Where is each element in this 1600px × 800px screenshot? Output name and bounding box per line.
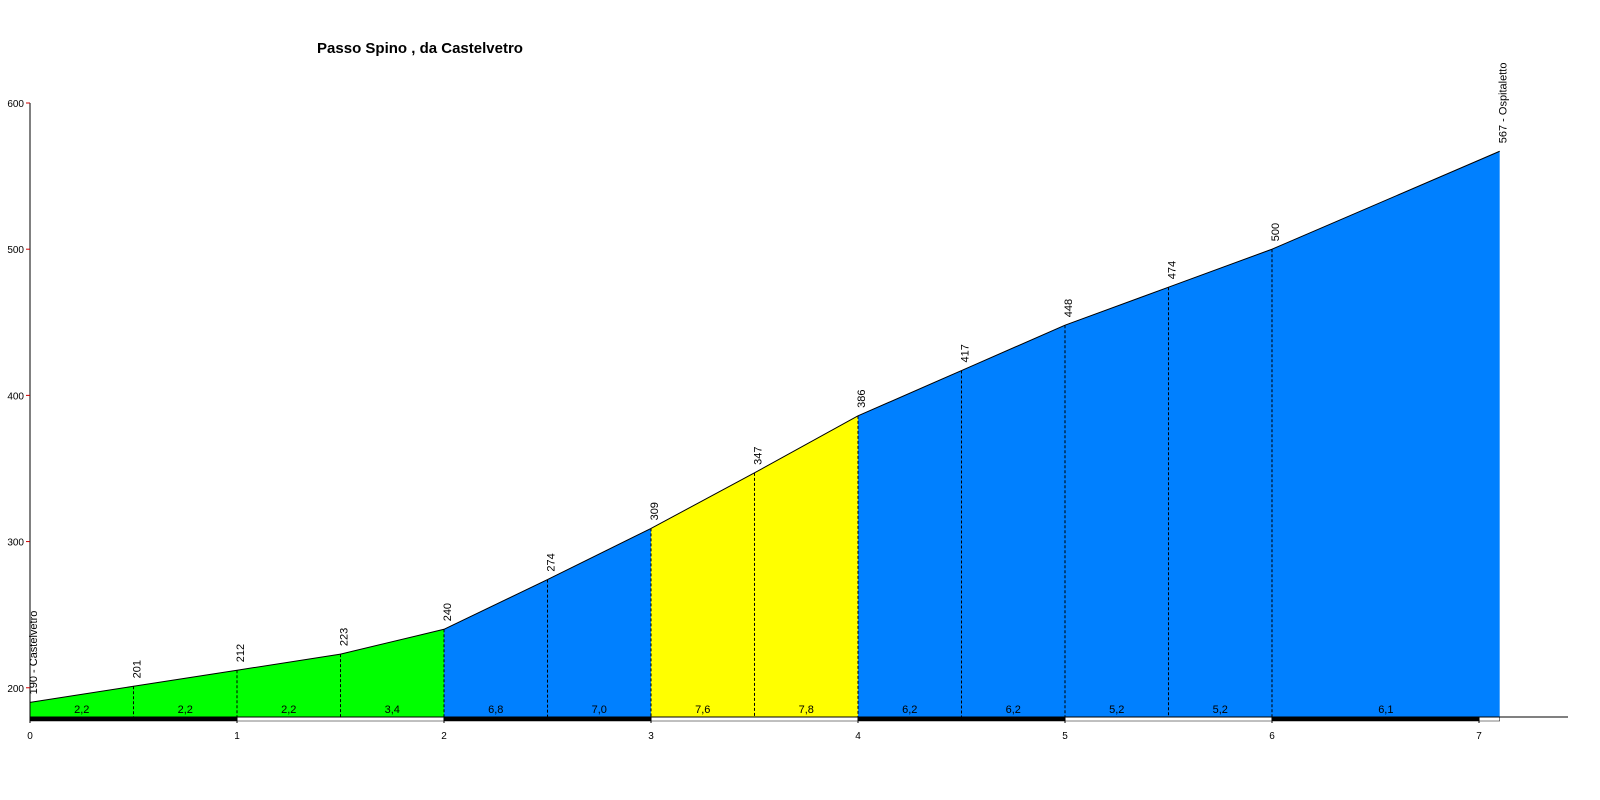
gradient-label: 6,2 xyxy=(1006,704,1021,716)
profile-line xyxy=(547,527,652,581)
x-tick-label: 7 xyxy=(1476,731,1482,742)
elevation-label: 474 xyxy=(1166,261,1178,279)
distance-bar xyxy=(443,716,652,722)
elevation-label: 347 xyxy=(752,447,764,465)
profile-line xyxy=(857,370,962,417)
profile-line xyxy=(29,685,134,703)
gradient-label: 5,2 xyxy=(1213,704,1228,716)
y-tick-label: 500 xyxy=(7,245,24,256)
distance-bar xyxy=(857,716,1066,722)
elevation-label: 212 xyxy=(235,644,247,662)
profile-line xyxy=(650,472,755,529)
profile-segment xyxy=(650,472,755,717)
profile-line xyxy=(961,324,1066,371)
profile-segment xyxy=(754,415,858,717)
distance-bar xyxy=(1478,716,1500,722)
x-tick-label: 0 xyxy=(27,731,33,742)
elevation-label: 500 xyxy=(1270,223,1282,241)
y-tick-label: 200 xyxy=(7,684,24,695)
profile-segment xyxy=(547,528,651,717)
profile-segment xyxy=(443,579,548,717)
distance-bar xyxy=(236,716,445,722)
gradient-label: 2,2 xyxy=(281,704,296,716)
elevation-label: 417 xyxy=(959,344,971,362)
elevation-label: 240 xyxy=(442,603,454,621)
profile-line xyxy=(754,415,859,474)
elevation-label: 567 - Ospitaletto xyxy=(1498,63,1510,144)
profile-line xyxy=(443,579,548,630)
gradient-label: 6,2 xyxy=(902,704,917,716)
gradient-label: 3,4 xyxy=(385,704,400,716)
gradient-label: 7,6 xyxy=(695,704,710,716)
distance-bar xyxy=(650,716,859,722)
gradient-label: 6,1 xyxy=(1378,704,1393,716)
profile-line xyxy=(133,669,238,687)
x-tick-label: 4 xyxy=(855,731,861,742)
y-tick-label: 600 xyxy=(7,99,24,110)
gradient-label: 7,0 xyxy=(592,704,607,716)
elevation-label: 309 xyxy=(649,502,661,520)
profile-line xyxy=(1168,248,1273,288)
profile-segment xyxy=(1271,151,1500,717)
profile-segment xyxy=(133,670,237,717)
profile-line xyxy=(1064,286,1169,326)
gradient-label: 6,8 xyxy=(488,704,503,716)
distance-bar xyxy=(1271,716,1480,722)
profile-segment xyxy=(961,325,1065,717)
profile-line xyxy=(1271,150,1500,250)
x-tick-label: 5 xyxy=(1062,731,1068,742)
gradient-label: 5,2 xyxy=(1109,704,1124,716)
gradient-label: 7,8 xyxy=(799,704,814,716)
elevation-label: 386 xyxy=(856,389,868,407)
y-tick-label: 300 xyxy=(7,538,24,549)
profile-line xyxy=(236,653,341,671)
elevation-label: 190 - Castelvetro xyxy=(28,611,40,695)
y-tick-label: 400 xyxy=(7,391,24,402)
profile-segment xyxy=(857,370,962,717)
x-tick-label: 1 xyxy=(234,731,240,742)
gradient-label: 2,2 xyxy=(74,704,89,716)
elevation-label: 223 xyxy=(338,628,350,646)
x-tick-label: 3 xyxy=(648,731,654,742)
profile-line xyxy=(340,628,445,655)
x-tick-label: 6 xyxy=(1269,731,1275,742)
elevation-label: 274 xyxy=(545,553,557,571)
chart-title: Passo Spino , da Castelvetro xyxy=(317,40,523,57)
gradient-label: 2,2 xyxy=(178,704,193,716)
profile-segment xyxy=(236,654,341,717)
elevation-label: 201 xyxy=(131,660,143,678)
profile-segment xyxy=(1064,287,1169,717)
distance-bar xyxy=(1064,716,1273,722)
x-tick-label: 2 xyxy=(441,731,447,742)
profile-segment xyxy=(340,629,444,717)
profile-segment xyxy=(30,686,134,717)
elevation-label: 448 xyxy=(1063,299,1075,317)
profile-segment xyxy=(1168,249,1272,717)
distance-bar xyxy=(29,716,238,722)
